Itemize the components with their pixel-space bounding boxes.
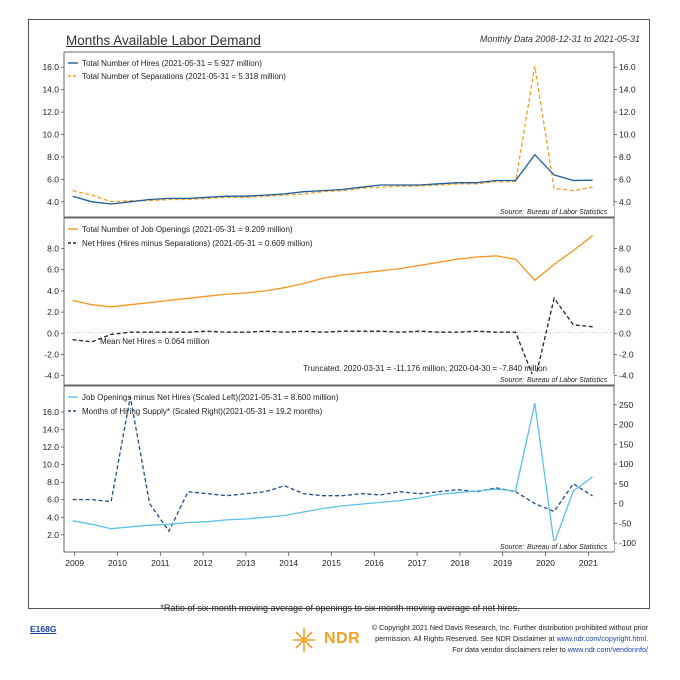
panel2-ytick-label-left: -4.0	[44, 371, 59, 381]
mean-net-hires-annotation: Mean Net Hires = 0.064 million	[100, 337, 210, 346]
legend-net-hires-label: Net Hires (Hires minus Separations) (202…	[82, 239, 313, 248]
panel1-ytick-label-right: 8.0	[619, 152, 631, 162]
chart-frame	[28, 19, 650, 609]
panel2-ytick-label-left: 0.0	[47, 328, 59, 338]
panel2-ytick-label-left: 8.0	[47, 244, 59, 254]
legend-separations-label: Total Number of Separations (2021-05-31 …	[82, 72, 286, 81]
panel1-ytick-label-left: 14.0	[42, 85, 59, 95]
panel2-source-bg	[495, 374, 614, 384]
x-axis-label: 2011	[151, 558, 170, 568]
panel2-ytick-label-left: 4.0	[47, 286, 59, 296]
page-title: Months Available Labor Demand	[66, 33, 261, 48]
panel3-ytick-label-left: 2.0	[47, 530, 59, 540]
copyright-line-2: permission. All Rights Reserved. See NDR…	[375, 634, 648, 643]
hiring-supply-line	[72, 396, 593, 533]
legend-openings-label: Total Number of Job Openings (2021-05-31…	[82, 225, 293, 234]
legend-hiring-supply-label: Months of Hiring Supply* (Scaled Right)(…	[82, 407, 323, 416]
panel3-ytick-label-left: 12.0	[42, 442, 59, 452]
panel-2-border	[63, 217, 615, 386]
x-axis-label: 2014	[279, 558, 298, 568]
panel2-ytick-label-left: 6.0	[47, 265, 59, 275]
ndr-logo-text: NDR	[324, 630, 361, 647]
x-axis-label: 2018	[450, 558, 469, 568]
panel1-ytick-label-left: 6.0	[47, 174, 59, 184]
panel2-ytick-label-right: -2.0	[619, 350, 634, 360]
panel1-ytick-label-left: 8.0	[47, 152, 59, 162]
panel1-ytick-label-left: 10.0	[42, 130, 59, 140]
copyright-line-3: For data vendor disclaimers refer to www…	[452, 645, 648, 654]
panel2-ytick-label-right: 6.0	[619, 265, 631, 275]
panel3-ytick-label-right: 50	[619, 479, 629, 489]
panel3-ytick-label-left: 8.0	[47, 477, 59, 487]
panel3-ytick-label-left: 14.0	[42, 425, 59, 435]
panel3-ytick-label-right: -50	[619, 518, 632, 528]
copyright-notice: © Copyright 2021 Ned Davis Research, Inc…	[348, 622, 648, 655]
panel2-source-text: Bureau of Labor Statistics	[527, 377, 608, 384]
date-range: Monthly Data 2008-12-31 to 2021-05-31	[479, 34, 640, 44]
panel3-ytick-label-left: 16.0	[42, 407, 59, 417]
panel1-ytick-label-right: 12.0	[619, 107, 636, 117]
panel3-source-label: Source:	[500, 544, 524, 551]
panel1-source-label: Source:	[500, 209, 524, 216]
panel1-ytick-label-right: 10.0	[619, 130, 636, 140]
vendorinfo-link[interactable]: www.ndr.com/vendorinfo/	[567, 645, 648, 654]
panel3-ytick-label-left: 10.0	[42, 460, 59, 470]
truncated-annotation: Truncated. 2020-03-31 = -11.176 million;…	[303, 364, 547, 373]
x-axis-label: 2009	[65, 558, 84, 568]
panel2-source-label: Source:	[500, 377, 524, 384]
copyright-line-1: © Copyright 2021 Ned Davis Research, Inc…	[371, 623, 648, 632]
panel1-ytick-label-right: 6.0	[619, 174, 631, 184]
panel3-ytick-label-right: 100	[619, 459, 633, 469]
panel2-ytick-label-right: 8.0	[619, 244, 631, 254]
panel3-ytick-label-left: 6.0	[47, 495, 59, 505]
copyright-link[interactable]: www.ndr.com/copyright.html	[556, 634, 646, 643]
legend-jo-minus-nh-label: Job Openings minus Net Hires (Scaled Lef…	[82, 393, 339, 402]
chart-code-link[interactable]: E168G	[30, 624, 57, 634]
x-axis-label: 2012	[194, 558, 213, 568]
panel1-ytick-label-right: 14.0	[619, 85, 636, 95]
x-axis-label: 2019	[493, 558, 512, 568]
panel1-ytick-label-left: 12.0	[42, 107, 59, 117]
panel3-source-bg	[495, 541, 614, 551]
openings-line	[72, 235, 593, 308]
panel3-ytick-label-right: 250	[619, 400, 633, 410]
x-axis-label: 2010	[108, 558, 127, 568]
footnote: *Ratio of six-month moving average of op…	[160, 603, 520, 613]
panel2-ytick-label-right: -4.0	[619, 371, 634, 381]
panel2-ytick-label-left: -2.0	[44, 350, 59, 360]
panel2-ytick-label-right: 2.0	[619, 307, 631, 317]
panel1-source-text: Bureau of Labor Statistics	[527, 209, 608, 216]
x-axis-label: 2016	[365, 558, 384, 568]
jo-minus-nh-line	[72, 403, 593, 544]
panel3-ytick-label-right: -100	[619, 538, 636, 548]
panel1-ytick-label-left: 4.0	[47, 197, 59, 207]
panel3-ytick-label-right: 200	[619, 420, 633, 430]
panel1-source-bg	[495, 206, 614, 216]
panel1-ytick-label-right: 16.0	[619, 62, 636, 72]
separations-line	[72, 65, 593, 203]
panel-3-border	[63, 385, 615, 553]
net-hires-line	[72, 296, 593, 384]
legend-hires-label: Total Number of Hires (2021-05-31 = 5.92…	[82, 59, 262, 68]
hires-line	[72, 153, 593, 205]
panel1-ytick-label-right: 4.0	[619, 197, 631, 207]
panel2-ytick-label-right: 4.0	[619, 286, 631, 296]
x-axis-label: 2013	[236, 558, 255, 568]
x-axis-label: 2020	[536, 558, 555, 568]
panel3-ytick-label-right: 150	[619, 439, 633, 449]
ndr-logo-icon	[293, 628, 315, 652]
x-axis-label: 2017	[408, 558, 427, 568]
x-axis-label: 2015	[322, 558, 341, 568]
x-axis-label: 2021	[579, 558, 598, 568]
panel2-ytick-label-left: 2.0	[47, 307, 59, 317]
panel3-ytick-label-left: 4.0	[47, 512, 59, 522]
panel3-source-text: Bureau of Labor Statistics	[527, 544, 608, 551]
panel1-ytick-label-left: 16.0	[42, 62, 59, 72]
panel2-ytick-label-right: 0.0	[619, 328, 631, 338]
panel3-ytick-label-right: 0	[619, 499, 624, 509]
